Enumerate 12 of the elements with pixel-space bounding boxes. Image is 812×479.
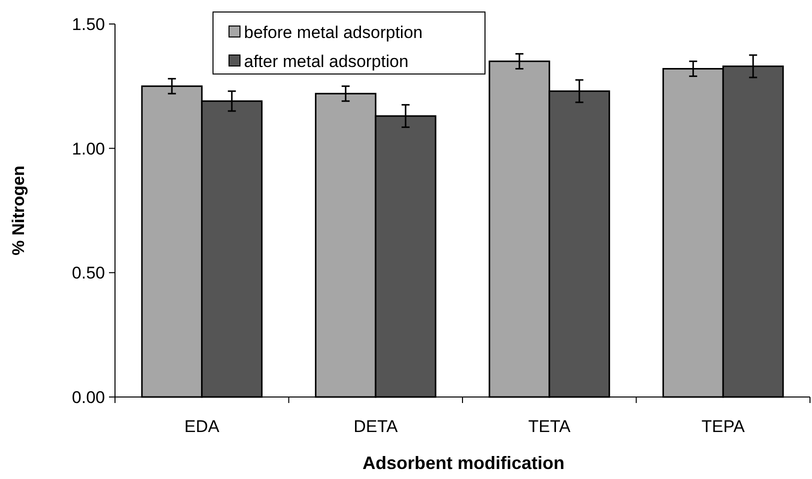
y-tick-label: 1.00 [72, 139, 105, 158]
y-tick-label: 0.50 [72, 264, 105, 283]
y-tick-label: 0.00 [72, 388, 105, 407]
x-tick-label: DETA [354, 417, 398, 436]
y-axis-title: % Nitrogen [9, 166, 28, 256]
x-tick-label: TEPA [702, 417, 746, 436]
y-tick-label: 1.50 [72, 14, 105, 34]
legend-label: after metal adsorption [244, 52, 408, 71]
x-axis-title: Adsorbent modification [362, 453, 564, 473]
legend-label: before metal adsorption [244, 22, 423, 42]
x-tick-label: EDA [184, 417, 220, 436]
x-tick-label: TETA [528, 417, 572, 436]
